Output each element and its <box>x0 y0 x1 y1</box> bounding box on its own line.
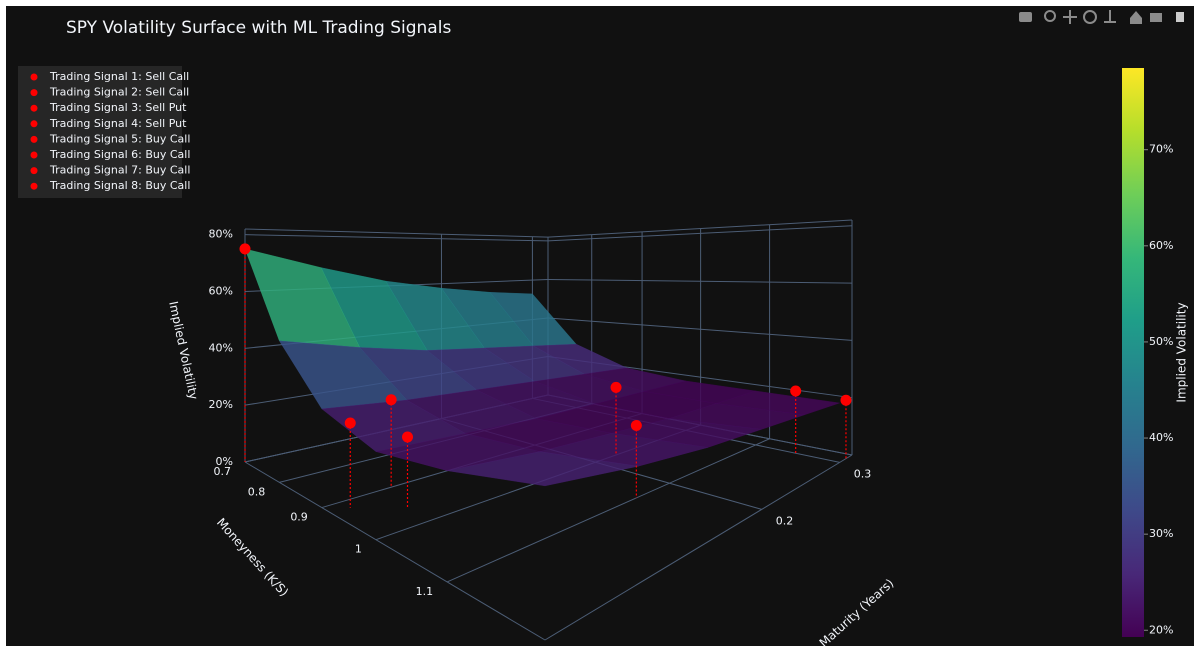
signal-point <box>630 420 642 432</box>
axis-edge <box>244 228 549 238</box>
colorbar-tick-label: 30% <box>1149 527 1173 540</box>
grid-line <box>547 225 853 242</box>
legend-label: Trading Signal 7: Buy Call <box>49 164 190 177</box>
legend-marker <box>30 104 38 112</box>
z-tick-label: 0% <box>216 455 233 468</box>
zoom-button[interactable] <box>1044 10 1056 22</box>
signal-point <box>239 243 251 255</box>
axis-edge <box>547 219 853 238</box>
home-button[interactable] <box>1130 11 1142 24</box>
x-tick-label: 0.9 <box>290 511 308 524</box>
legend-label: Trading Signal 4: Sell Put <box>49 117 187 130</box>
legend-marker <box>30 89 38 97</box>
camera-reset-button[interactable] <box>1150 13 1162 22</box>
legend-label: Trading Signal 8: Buy Call <box>49 179 190 192</box>
colorbar-tick-label: 20% <box>1149 623 1173 636</box>
axis-edge <box>244 461 546 641</box>
toolbar <box>1019 10 1184 24</box>
x-tick-label: 0.8 <box>248 485 266 498</box>
z-tick-label: 40% <box>209 341 233 354</box>
y-tick-label: 0.2 <box>776 514 794 527</box>
z-tick-label: 60% <box>209 285 233 298</box>
background <box>6 6 1194 646</box>
legend-box <box>18 66 182 198</box>
grid-line <box>244 234 549 242</box>
surface-patch <box>447 451 639 487</box>
legend-marker <box>30 151 38 159</box>
pan-button[interactable] <box>1063 10 1077 24</box>
colorbar-gradient <box>1122 68 1144 637</box>
legend-label: Trading Signal 6: Buy Call <box>49 148 190 161</box>
axis-edge <box>544 454 853 641</box>
legend: Trading Signal 1: Sell Call Trading Signa… <box>30 70 190 192</box>
colorbar-tick-label: 50% <box>1149 335 1173 348</box>
x-tick-label: 0.7 <box>214 465 232 478</box>
chart-title: SPY Volatility Surface with ML Trading S… <box>66 18 451 38</box>
signal-point <box>790 385 802 397</box>
signal-point <box>344 417 356 429</box>
colorbar-tick-label: 70% <box>1149 143 1173 156</box>
signal-point <box>610 381 622 393</box>
legend-label: Trading Signal 5: Buy Call <box>49 132 190 145</box>
legend-label: Trading Signal 3: Sell Put <box>49 101 187 114</box>
legend-label: Trading Signal 2: Sell Call <box>49 86 189 99</box>
colorbar: 20% 30% 40% 50% 60% 70% Implied Volatility <box>1122 68 1189 637</box>
camera-button[interactable] <box>1019 12 1032 22</box>
legend-marker <box>30 167 38 175</box>
orbit-button[interactable] <box>1083 10 1097 24</box>
x-tick-label: 1.1 <box>416 585 434 598</box>
grid-line <box>547 317 853 341</box>
signal-point <box>385 394 397 406</box>
grid-line <box>547 278 853 284</box>
z-tick-label: 80% <box>209 228 233 241</box>
y-tick-label: 0.3 <box>854 467 872 480</box>
legend-label: Trading Signal 1: Sell Call <box>49 70 189 83</box>
colorbar-title: Implied Volatility <box>1175 302 1189 402</box>
signal-point <box>402 431 414 443</box>
legend-marker <box>30 182 38 190</box>
colorbar-tick-label: 40% <box>1149 431 1173 444</box>
x-tick-label: 1 <box>355 543 362 556</box>
legend-marker <box>30 120 38 128</box>
z-tick-label: 20% <box>209 398 233 411</box>
plotly-logo[interactable] <box>1176 12 1184 22</box>
grid-line <box>446 438 770 583</box>
signal-point <box>840 394 852 406</box>
legend-marker <box>30 135 38 143</box>
legend-marker <box>30 73 38 81</box>
colorbar-tick-label: 60% <box>1149 239 1173 252</box>
turntable-button[interactable] <box>1104 10 1116 23</box>
